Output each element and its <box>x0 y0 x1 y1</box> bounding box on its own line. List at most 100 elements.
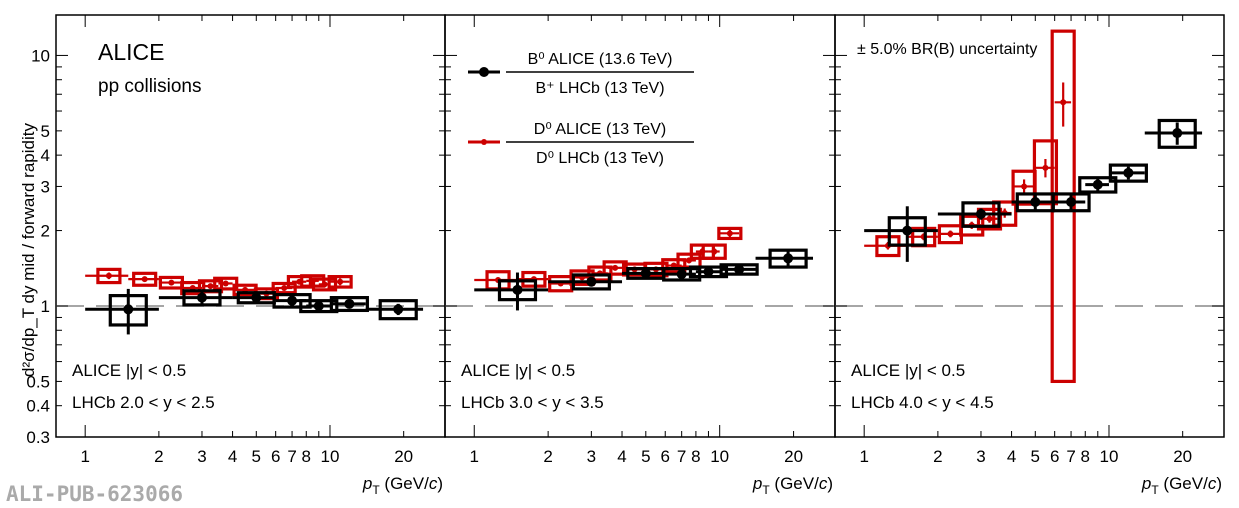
x-tick-label: 4 <box>617 447 626 466</box>
cut-alice: ALICE |y| < 0.5 <box>72 361 186 380</box>
cut-alice: ALICE |y| < 0.5 <box>461 361 575 380</box>
b-ratio-point <box>548 273 623 291</box>
x-tick-label: 2 <box>543 447 552 466</box>
cut-lhcb: LHCb 3.0 < y < 3.5 <box>461 393 604 412</box>
panel-title: ALICE <box>98 39 164 65</box>
y-tick-label: 10 <box>31 46 50 65</box>
x-tick-label: 5 <box>641 447 650 466</box>
marker <box>726 230 733 237</box>
marker <box>676 269 687 280</box>
cut-lhcb: LHCb 4.0 < y < 4.5 <box>851 393 994 412</box>
marker <box>1123 167 1134 178</box>
y-tick-label: 4 <box>41 146 50 165</box>
marker <box>1021 183 1028 190</box>
marker <box>975 208 986 219</box>
x-tick-label: 3 <box>587 447 596 466</box>
b-ratio-point <box>622 267 666 280</box>
x-tick-label: 6 <box>1050 447 1059 466</box>
x-tick-label: 7 <box>677 447 686 466</box>
marker <box>196 292 207 303</box>
x-axis-label: pT (GeV/c) <box>1141 474 1222 497</box>
legend-numerator: B⁰ ALICE (13.6 TeV) <box>528 51 673 68</box>
legend-marker <box>479 67 489 77</box>
y-tick-label: 5 <box>41 122 50 141</box>
d-ratio-point <box>701 243 727 260</box>
y-tick-label: 2 <box>41 222 50 241</box>
d-ratio-point <box>158 275 184 290</box>
legend-denominator: D⁰ LHCb (13 TeV) <box>536 150 664 167</box>
b-ratio-point <box>937 201 1012 228</box>
cut-alice: ALICE |y| < 0.5 <box>851 361 965 380</box>
syst-box <box>1032 139 1059 206</box>
x-tick-label: 1 <box>80 447 89 466</box>
marker <box>1092 179 1103 190</box>
marker <box>734 264 745 275</box>
x-tick-label: 7 <box>1066 447 1075 466</box>
legend-denominator: B⁺ LHCb (13 TeV) <box>535 80 664 97</box>
x-tick-label: 3 <box>976 447 985 466</box>
x-tick-label: 6 <box>271 447 280 466</box>
x-tick-label: 8 <box>1081 447 1090 466</box>
panel-subtitle: pp collisions <box>98 76 202 97</box>
x-tick-label: 6 <box>661 447 670 466</box>
marker <box>207 283 214 290</box>
d-ratio-point <box>548 275 574 293</box>
cut-lhcb: LHCb 2.0 < y < 2.5 <box>72 393 215 412</box>
marker <box>141 276 148 283</box>
syst-box <box>662 267 702 282</box>
x-tick-label: 2 <box>154 447 163 466</box>
marker <box>1042 164 1049 171</box>
b-ratio-point <box>85 288 159 335</box>
x-tick-label: 5 <box>1031 447 1040 466</box>
b-ratio-point <box>299 299 339 314</box>
b-ratio-point <box>365 299 424 321</box>
x-tick-label: 20 <box>1173 447 1192 466</box>
marker <box>344 298 355 309</box>
x-axis-label: pT (GeV/c) <box>362 474 443 497</box>
marker <box>251 292 262 303</box>
legend-marker <box>481 139 487 145</box>
marker <box>1060 99 1067 106</box>
x-tick-label: 2 <box>933 447 942 466</box>
d-ratio-point <box>311 277 338 292</box>
y-tick-label: 1 <box>41 297 50 316</box>
b-ratio-point <box>232 291 276 305</box>
x-tick-label: 20 <box>784 447 803 466</box>
x-tick-label: 10 <box>1100 447 1119 466</box>
x-tick-label: 4 <box>228 447 237 466</box>
d-ratio-point <box>327 275 353 289</box>
x-tick-label: 1 <box>859 447 868 466</box>
x-tick-label: 1 <box>470 447 479 466</box>
syst-box <box>213 276 239 291</box>
x-tick-label: 4 <box>1007 447 1016 466</box>
syst-box <box>327 275 353 289</box>
marker <box>703 266 714 277</box>
x-tick-label: 8 <box>691 447 700 466</box>
panel-frame <box>834 14 1225 438</box>
x-tick-label: 20 <box>394 447 413 466</box>
y-tick-label: 3 <box>41 177 50 196</box>
marker <box>105 272 112 279</box>
d-ratio-point <box>1032 139 1059 206</box>
marker <box>711 248 718 255</box>
y-tick-label: 0.3 <box>26 428 50 447</box>
b-ratio-point <box>1051 192 1091 213</box>
marker <box>168 279 175 286</box>
marker <box>313 300 324 311</box>
syst-box <box>180 280 206 296</box>
b-ratio-point <box>474 272 549 311</box>
marker <box>1172 128 1183 139</box>
x-tick-label: 3 <box>197 447 206 466</box>
b-ratio-point <box>864 206 938 262</box>
x-tick-label: 10 <box>710 447 729 466</box>
marker <box>123 304 134 315</box>
b-ratio-point <box>688 265 729 279</box>
y-axis-label: d²σ/dp_T dy mid / forward rapidity <box>19 123 38 377</box>
marker <box>393 304 404 315</box>
b-ratio-point <box>329 296 369 313</box>
syst-box <box>701 243 727 260</box>
b-ratio-point <box>719 263 759 276</box>
marker <box>287 295 298 306</box>
marker <box>947 230 954 237</box>
